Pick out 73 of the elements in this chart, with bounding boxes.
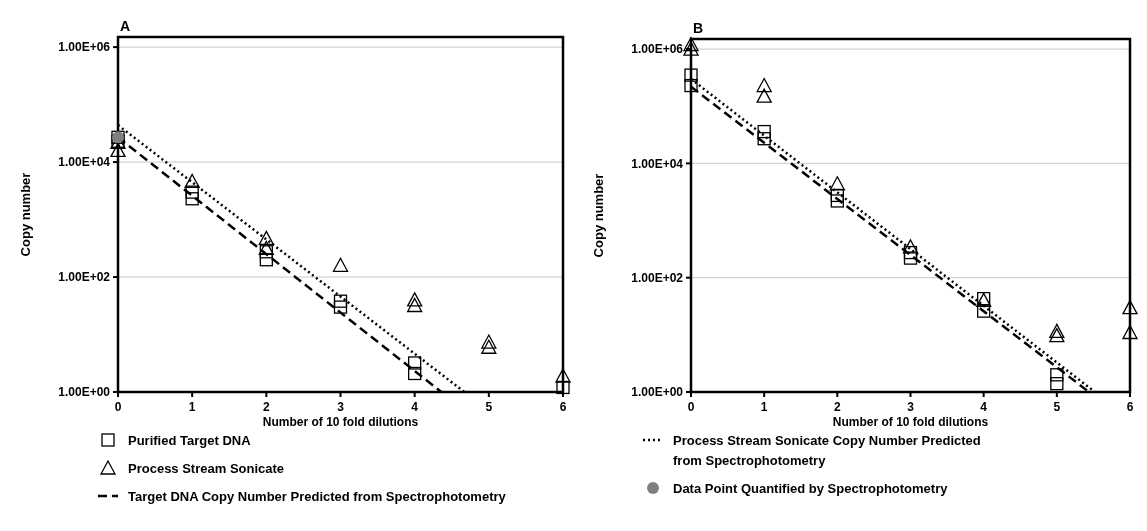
x-tick-label: 4 <box>411 400 419 414</box>
x-tick-label: 0 <box>687 400 695 414</box>
point <box>333 294 348 308</box>
point <box>829 176 845 191</box>
point <box>110 142 126 157</box>
legend-label: Purified Target DNA <box>128 432 252 448</box>
y-tick-label: 1.00E+04 <box>631 156 684 171</box>
point <box>683 36 699 52</box>
legend-label: Data Point Quantified by Spectrophotometry <box>673 480 949 496</box>
point <box>555 368 571 383</box>
point <box>1049 327 1065 343</box>
point <box>333 300 348 314</box>
legend-label: Process Stream Sonicate <box>128 460 285 476</box>
y-tick-label: 1.00E+00 <box>631 385 684 400</box>
point <box>683 41 699 56</box>
x-tick-label: 5 <box>485 400 493 414</box>
point <box>757 132 771 146</box>
point <box>1122 324 1138 340</box>
point <box>902 239 919 254</box>
x-tick-label: 5 <box>1053 400 1061 414</box>
point <box>185 185 199 199</box>
x-tick-label: 3 <box>907 400 915 414</box>
point <box>830 194 844 208</box>
point <box>977 304 991 318</box>
legend-label: Target DNA Copy Number Predicted from Spectrophotometry <box>128 488 507 504</box>
point <box>258 240 274 255</box>
x-tick-label: 2 <box>833 400 841 414</box>
point <box>407 297 423 313</box>
chart-title: B <box>693 20 704 36</box>
point <box>258 230 274 246</box>
x-tick-label: 1 <box>760 400 768 414</box>
chart-title: A <box>120 18 131 34</box>
point <box>481 339 497 354</box>
point <box>757 124 771 139</box>
y-tick-label: 1.00E+00 <box>58 385 111 400</box>
point <box>184 173 200 189</box>
x-tick-label: 0 <box>114 400 122 414</box>
point <box>259 253 273 267</box>
point <box>259 245 273 259</box>
point <box>903 245 918 260</box>
point <box>756 88 772 103</box>
point <box>185 192 199 206</box>
x-tick-label: 2 <box>262 400 270 414</box>
point <box>1049 323 1065 339</box>
x-tick-label: 1 <box>188 400 196 414</box>
x-tick-label: 6 <box>1126 400 1134 414</box>
x-tick-label: 3 <box>337 400 345 414</box>
x-axis-title: Number of 10 fold dilutions <box>832 415 989 429</box>
point <box>332 257 349 272</box>
y-tick-label: 1.00E+06 <box>58 40 111 55</box>
x-tick-label: 6 <box>559 400 567 414</box>
x-axis-title: Number of 10 fold dilutions <box>262 415 419 429</box>
point <box>1050 368 1064 382</box>
y-axis-title: Copy number <box>18 172 33 257</box>
x-tick-label: 4 <box>980 400 988 414</box>
point <box>481 334 497 349</box>
point <box>408 366 422 381</box>
y-tick-label: 1.00E+04 <box>58 155 111 170</box>
point <box>556 380 570 395</box>
point <box>1050 377 1064 391</box>
point <box>408 356 422 370</box>
legend-label: Process Stream Sonicate Copy Number Predicted from Spectrophotometry <box>673 432 981 468</box>
point <box>830 188 844 203</box>
point <box>1122 299 1138 315</box>
point <box>684 68 698 82</box>
y-tick-label: 1.00E+02 <box>631 270 684 285</box>
y-tick-label: 1.00E+02 <box>58 270 111 285</box>
point <box>407 292 423 307</box>
y-tick-label: 1.00E+06 <box>631 42 684 57</box>
point <box>684 78 698 93</box>
point <box>903 251 918 265</box>
y-axis-title: Copy number <box>591 173 606 258</box>
point <box>756 77 772 93</box>
